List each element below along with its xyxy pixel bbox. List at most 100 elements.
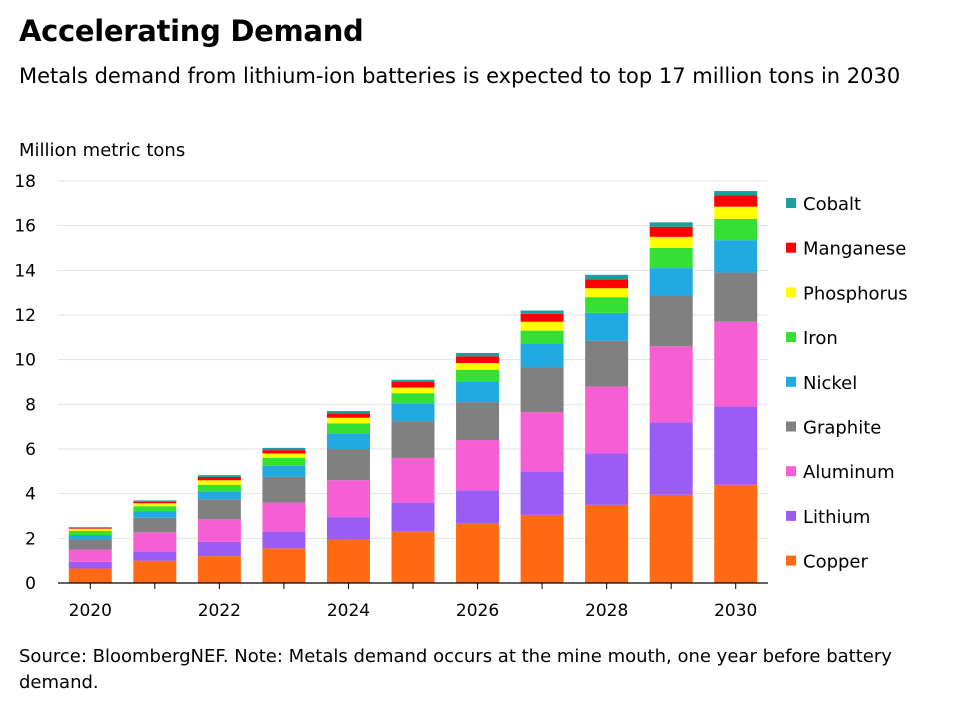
bar-nickel-2025 [391,403,435,422]
legend-label: Manganese [803,239,906,260]
bar-copper-2030 [714,484,758,583]
bar-copper-2028 [585,504,629,583]
bar-manganese-2029 [649,226,693,237]
bar-graphite-2022 [197,499,241,520]
bar-nickel-2028 [585,312,629,341]
bar-nickel-2022 [197,491,241,500]
legend-label: Lithium [803,507,870,528]
legend-label: Phosphorus [803,283,908,304]
bar-lithium-2029 [649,422,693,495]
bar-aluminum-2022 [197,519,241,542]
bar-iron-2028 [585,297,629,313]
bar-stack-2022 [197,475,241,583]
legend-item-aluminum: Aluminum [786,462,895,483]
bar-phosphorus-2028 [585,288,629,298]
bar-cobalt-2021 [133,500,177,502]
bar-iron-2027 [520,330,564,345]
bar-phosphorus-2027 [520,321,564,331]
y-tick-label: 18 [14,172,36,192]
chart-subtitle: Metals demand from lithium-ion batteries… [19,64,901,88]
bar-aluminum-2028 [585,386,629,454]
legend-label: Nickel [803,373,857,394]
legend-item-copper: Copper [786,552,869,573]
x-axis: 2020 2022 2024 2026 2028 2030 [58,582,768,621]
y-tick-label: 4 [25,485,36,505]
bar-iron-2024 [326,423,370,434]
legend-swatch [786,287,796,298]
bar-cobalt-2030 [714,191,758,196]
x-tick-label: 2022 [198,601,241,621]
bar-cobalt-2023 [262,447,306,451]
bar-phosphorus-2026 [456,363,500,370]
bar-stack-2021 [133,500,177,583]
bar-manganese-2028 [585,279,629,289]
y-tick-label: 2 [25,529,36,549]
bar-graphite-2027 [520,367,564,413]
y-tick-label: 14 [14,261,36,281]
legend-item-cobalt: Cobalt [786,194,861,215]
bar-graphite-2025 [391,421,435,458]
bar-cobalt-2022 [197,475,241,477]
y-tick-label: 16 [14,217,36,237]
bar-stack-2024 [326,411,370,583]
legend-item-nickel: Nickel [786,373,857,394]
bar-iron-2025 [391,393,435,404]
x-tick-label: 2030 [714,601,757,621]
legend-label: Iron [803,328,838,349]
bar-phosphorus-2030 [714,206,758,219]
x-tick-label: 2028 [585,601,628,621]
bar-manganese-2026 [456,356,500,364]
bar-manganese-2027 [520,313,564,322]
bar-graphite-2024 [326,449,370,481]
stacked-bar-chart: 0 2 4 6 8 10 12 14 16 18 2020 2022 2024 2026 2028 2030… [14,172,908,621]
bar-nickel-2029 [649,268,693,297]
legend-label: Graphite [803,418,881,439]
bar-stack-2028 [585,274,629,583]
legend-swatch [786,198,796,208]
bar-lithium-2027 [520,471,564,515]
bar-graphite-2029 [649,296,693,347]
x-tick-label: 2024 [327,601,370,621]
bar-cobalt-2020 [68,527,112,529]
legend-item-iron: Iron [786,328,838,349]
bar-copper-2022 [197,556,241,583]
bar-copper-2020 [68,568,112,583]
legend-swatch [786,376,796,387]
bar-phosphorus-2020 [68,528,112,531]
bar-nickel-2030 [714,240,758,273]
bar-copper-2029 [649,494,693,583]
bar-copper-2024 [326,539,370,583]
bar-phosphorus-2022 [197,480,241,485]
legend-swatch [786,466,796,477]
legend-swatch [786,510,796,521]
bar-cobalt-2027 [520,310,564,314]
bar-aluminum-2020 [68,549,112,562]
bar-manganese-2030 [714,195,758,207]
bar-lithium-2023 [262,531,306,549]
y-axis-ticks: 0 2 4 6 8 10 12 14 16 18 [14,172,36,594]
legend-label: Copper [803,552,869,573]
bar-nickel-2021 [133,511,177,518]
y-axis-label: Million metric tons [19,140,186,161]
y-tick-label: 0 [25,574,36,594]
y-tick-label: 8 [25,395,36,415]
bar-lithium-2024 [326,517,370,540]
bar-graphite-2028 [585,340,629,387]
x-tick-label: 2026 [456,601,499,621]
bar-copper-2025 [391,531,435,583]
bar-cobalt-2026 [456,352,500,357]
bar-lithium-2026 [456,490,500,524]
bar-iron-2030 [714,218,758,241]
x-tick-label: 2020 [69,601,112,621]
chart-title: Accelerating Demand [19,14,364,48]
bar-lithium-2022 [197,541,241,557]
bar-graphite-2020 [68,539,112,550]
bar-copper-2021 [133,560,177,583]
bar-iron-2023 [262,457,306,466]
bars [68,191,758,583]
legend: Cobalt Manganese Phosphorus Iron Nickel Graph… [786,194,908,573]
bar-manganese-2021 [133,501,177,504]
bar-graphite-2023 [262,476,306,503]
bar-phosphorus-2029 [649,236,693,248]
bar-phosphorus-2023 [262,453,306,458]
